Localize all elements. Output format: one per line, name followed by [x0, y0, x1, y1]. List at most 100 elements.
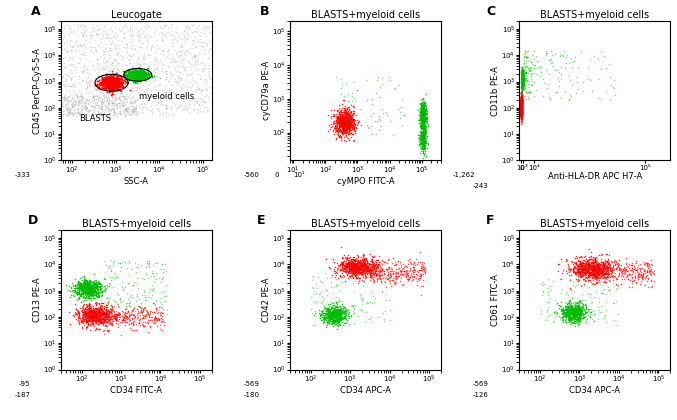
Point — [560, 303, 571, 310]
Point — [106, 311, 117, 318]
Point — [419, 137, 430, 144]
Point — [96, 316, 107, 323]
Point — [345, 112, 355, 118]
Point — [516, 106, 527, 113]
Point — [131, 112, 141, 118]
Point — [566, 304, 577, 310]
Point — [91, 326, 102, 332]
Point — [103, 26, 114, 32]
Point — [516, 102, 527, 109]
Point — [516, 111, 527, 118]
Point — [515, 97, 526, 104]
Point — [517, 79, 527, 86]
Point — [517, 81, 527, 88]
Point — [588, 260, 599, 267]
Point — [178, 49, 189, 56]
Point — [135, 309, 146, 316]
Point — [516, 106, 527, 113]
Point — [587, 263, 598, 270]
Point — [91, 317, 102, 324]
Point — [105, 53, 116, 60]
Point — [565, 305, 576, 312]
Point — [108, 77, 118, 84]
Point — [324, 313, 335, 320]
Point — [421, 116, 432, 122]
Point — [133, 74, 144, 80]
Point — [517, 75, 527, 81]
Point — [79, 294, 89, 300]
Point — [103, 308, 114, 315]
Point — [83, 307, 93, 314]
Point — [127, 71, 137, 77]
Point — [118, 317, 129, 324]
Point — [343, 111, 354, 118]
Point — [177, 42, 188, 49]
Point — [355, 270, 366, 277]
Point — [551, 89, 562, 96]
Point — [141, 312, 152, 319]
Point — [331, 127, 342, 134]
Point — [83, 314, 94, 321]
Point — [517, 78, 528, 85]
Point — [93, 309, 104, 316]
Point — [594, 268, 605, 274]
Point — [124, 77, 135, 84]
Point — [349, 260, 360, 266]
Point — [99, 79, 110, 86]
Point — [88, 284, 99, 291]
Point — [338, 107, 349, 113]
Point — [567, 312, 578, 319]
Point — [109, 307, 120, 314]
Point — [580, 266, 590, 273]
Point — [91, 281, 102, 288]
Point — [418, 109, 429, 116]
Point — [576, 302, 587, 309]
Point — [106, 94, 117, 101]
Point — [517, 74, 527, 80]
Point — [334, 311, 345, 318]
Point — [140, 312, 151, 319]
Point — [123, 103, 134, 110]
Point — [60, 22, 70, 29]
Point — [516, 106, 527, 113]
Point — [337, 123, 348, 130]
Point — [567, 294, 577, 301]
Point — [568, 265, 579, 272]
Point — [340, 120, 351, 127]
Point — [339, 114, 350, 121]
Y-axis label: CD11b PE-A: CD11b PE-A — [491, 66, 500, 116]
Point — [133, 303, 144, 310]
Point — [158, 47, 169, 54]
Point — [100, 80, 110, 87]
Point — [516, 109, 527, 116]
Point — [341, 123, 352, 129]
Point — [585, 278, 596, 285]
Point — [127, 73, 137, 79]
Point — [419, 102, 430, 109]
Point — [586, 264, 597, 270]
Point — [324, 316, 334, 323]
Point — [327, 312, 338, 318]
Point — [75, 282, 86, 289]
Point — [347, 116, 357, 122]
Point — [89, 286, 100, 293]
Point — [415, 258, 426, 265]
Point — [516, 111, 527, 118]
Point — [83, 281, 93, 287]
Point — [157, 101, 168, 108]
Point — [83, 284, 93, 291]
Point — [517, 66, 527, 72]
Point — [338, 115, 349, 122]
Point — [590, 271, 600, 278]
Point — [100, 283, 110, 290]
Point — [87, 282, 98, 289]
Point — [516, 107, 527, 113]
Point — [345, 119, 356, 126]
Point — [605, 266, 615, 273]
Point — [596, 268, 607, 275]
Point — [89, 318, 100, 324]
Point — [516, 105, 527, 112]
Point — [517, 101, 527, 108]
Point — [132, 70, 143, 77]
Point — [142, 77, 153, 84]
